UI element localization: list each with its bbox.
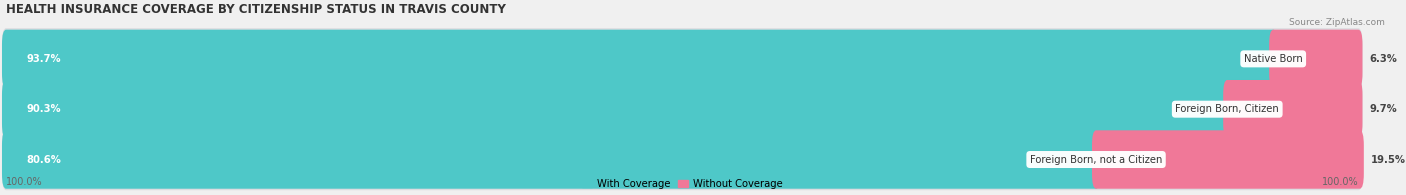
Text: 100.0%: 100.0% [6, 177, 42, 187]
Text: 9.7%: 9.7% [1369, 104, 1398, 114]
Text: Foreign Born, not a Citizen: Foreign Born, not a Citizen [1029, 154, 1163, 165]
FancyBboxPatch shape [1223, 80, 1362, 138]
FancyBboxPatch shape [1, 129, 1362, 190]
Text: 93.7%: 93.7% [27, 54, 60, 64]
Text: 100.0%: 100.0% [1322, 177, 1358, 187]
Text: 80.6%: 80.6% [27, 154, 62, 165]
Text: Native Born: Native Born [1244, 54, 1302, 64]
FancyBboxPatch shape [1, 30, 1277, 88]
Text: 90.3%: 90.3% [27, 104, 60, 114]
Legend: With Coverage, Without Coverage: With Coverage, Without Coverage [578, 175, 787, 193]
FancyBboxPatch shape [1092, 130, 1364, 189]
FancyBboxPatch shape [1, 80, 1232, 138]
Text: HEALTH INSURANCE COVERAGE BY CITIZENSHIP STATUS IN TRAVIS COUNTY: HEALTH INSURANCE COVERAGE BY CITIZENSHIP… [6, 3, 506, 16]
FancyBboxPatch shape [1, 28, 1362, 90]
Text: 19.5%: 19.5% [1371, 154, 1406, 165]
Text: Source: ZipAtlas.com: Source: ZipAtlas.com [1289, 18, 1385, 27]
FancyBboxPatch shape [1270, 30, 1362, 88]
Text: 6.3%: 6.3% [1369, 54, 1398, 64]
Text: Foreign Born, Citizen: Foreign Born, Citizen [1175, 104, 1279, 114]
FancyBboxPatch shape [1, 78, 1362, 140]
FancyBboxPatch shape [1, 130, 1099, 189]
